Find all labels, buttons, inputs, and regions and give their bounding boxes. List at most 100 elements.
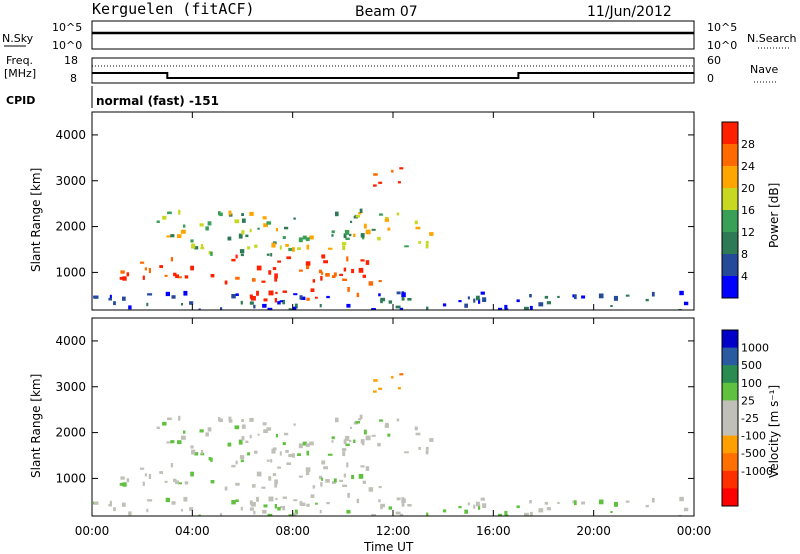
power-cell bbox=[475, 295, 480, 301]
velocity-cell bbox=[538, 508, 544, 513]
velocity-cell bbox=[165, 497, 170, 503]
power-cell bbox=[286, 256, 292, 260]
power-cell bbox=[198, 308, 201, 310]
velocity-cell bbox=[344, 435, 350, 441]
power-cell bbox=[388, 300, 393, 304]
power-cell bbox=[306, 297, 310, 301]
velocity-cell bbox=[365, 435, 371, 441]
velocity-cell bbox=[342, 451, 346, 457]
velocity-cell bbox=[613, 501, 618, 507]
freq-right-tick-bottom: 0 bbox=[707, 72, 714, 85]
velocity-cell bbox=[279, 451, 282, 456]
power-cell bbox=[277, 260, 281, 263]
power-cell bbox=[94, 295, 99, 299]
velocity-cell bbox=[140, 467, 145, 470]
power-cell bbox=[263, 298, 268, 302]
power-cell bbox=[572, 294, 575, 298]
x-axis-ticks: 00:00 04:00 08:00 12:00 16:00 20:00 00:00 bbox=[75, 112, 712, 538]
velocity-cell bbox=[275, 433, 278, 438]
velocity-cell bbox=[345, 443, 350, 446]
y-tick-label: 2000 bbox=[55, 220, 86, 234]
power-cell bbox=[190, 265, 194, 271]
velocity-cell bbox=[253, 510, 256, 515]
power-cell bbox=[256, 265, 262, 271]
power-colorbar-tick: 12 bbox=[741, 226, 755, 239]
velocity-cell bbox=[231, 500, 236, 505]
x-tick-label: 00:00 bbox=[677, 524, 712, 538]
power-cell bbox=[384, 218, 389, 222]
power-cell bbox=[464, 303, 468, 308]
velocity-cell bbox=[94, 501, 99, 505]
power-cell bbox=[351, 268, 355, 274]
velocity-cell bbox=[320, 482, 323, 487]
power-cell bbox=[266, 221, 272, 225]
power-cell bbox=[220, 307, 223, 310]
velocity-cell bbox=[581, 501, 586, 505]
velocity-cell bbox=[396, 418, 400, 422]
velocity-cell bbox=[353, 439, 356, 443]
velocity-cell bbox=[373, 390, 377, 393]
velocity-cell bbox=[170, 463, 173, 468]
velocity-cell bbox=[122, 502, 126, 507]
velocity-cell bbox=[359, 414, 363, 419]
velocity-cell bbox=[270, 459, 273, 463]
velocity-cell bbox=[293, 423, 296, 426]
velocity-cell bbox=[254, 450, 258, 454]
power-panel-frame bbox=[91, 111, 695, 311]
power-cell bbox=[429, 232, 434, 236]
power-colorbar-title: Power [dB] bbox=[767, 183, 781, 248]
power-cell bbox=[140, 261, 145, 264]
power-cell bbox=[282, 236, 286, 239]
velocity-cell bbox=[396, 497, 401, 501]
velocity-cell bbox=[407, 504, 412, 507]
power-cell bbox=[146, 302, 149, 307]
power-cell bbox=[177, 234, 182, 239]
power-cell bbox=[318, 269, 322, 274]
beam-title: Beam 07 bbox=[355, 4, 418, 20]
power-cell bbox=[183, 224, 186, 228]
power-colorbar-swatch bbox=[722, 254, 738, 277]
power-cell bbox=[378, 280, 382, 283]
velocity-cell bbox=[266, 427, 272, 431]
power-cell bbox=[301, 296, 306, 300]
velocity-cell bbox=[498, 513, 503, 516]
velocity-cell bbox=[282, 505, 286, 511]
velocity-cell bbox=[458, 506, 462, 509]
date-title: 11/Jun/2012 bbox=[587, 4, 672, 20]
velocity-cell bbox=[231, 464, 236, 468]
power-cell bbox=[274, 298, 277, 303]
velocity-cell bbox=[377, 442, 381, 447]
power-cell bbox=[343, 233, 347, 239]
power-cell bbox=[119, 276, 123, 280]
velocity-cell bbox=[256, 471, 262, 477]
velocity-cell bbox=[482, 503, 487, 508]
velocity-cell bbox=[183, 430, 186, 434]
velocity-cell bbox=[299, 501, 303, 506]
power-cell bbox=[401, 297, 405, 301]
velocity-cell bbox=[360, 439, 365, 444]
power-cell bbox=[231, 294, 236, 299]
power-cell bbox=[228, 210, 232, 216]
velocity-cell bbox=[358, 418, 362, 421]
velocity-colorbar-swatch bbox=[722, 365, 738, 384]
x-tick-label: 08:00 bbox=[275, 524, 310, 538]
velocity-cell bbox=[164, 480, 168, 483]
power-cell bbox=[199, 223, 204, 227]
velocity-colorbar-swatch bbox=[722, 470, 738, 489]
velocity-cell bbox=[245, 440, 249, 444]
power-cell bbox=[178, 276, 182, 279]
velocity-colorbar-swatch bbox=[722, 400, 738, 419]
freq-label-line1: Freq. bbox=[6, 54, 33, 67]
velocity-cell bbox=[156, 426, 160, 429]
velocity-cell bbox=[679, 496, 684, 502]
power-cell bbox=[189, 301, 194, 305]
velocity-cell bbox=[401, 498, 406, 504]
freq-label-line2: [MHz] bbox=[4, 67, 36, 80]
power-cell bbox=[113, 301, 116, 306]
velocity-cell bbox=[557, 501, 560, 504]
power-cell bbox=[360, 233, 365, 238]
freq-left-tick-top: 18 bbox=[64, 54, 78, 67]
power-cell bbox=[321, 254, 326, 259]
power-cell bbox=[371, 308, 376, 310]
velocity-cell bbox=[274, 504, 277, 509]
